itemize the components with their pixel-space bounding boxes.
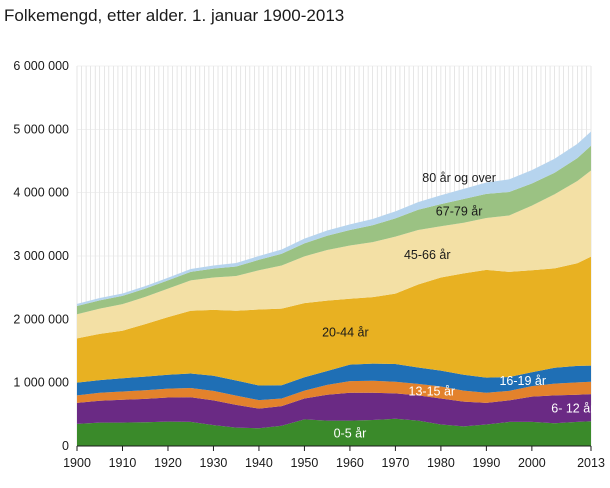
area-13-15-r	[77, 380, 591, 409]
area-6-12-r	[77, 392, 591, 429]
area-series	[77, 131, 591, 446]
series-label-67-79-r: 67-79 år	[436, 205, 483, 219]
x-tick-label: 1910	[109, 456, 137, 470]
series-labels: 0-5 år 6- 12 år 13-15 år 16-19 år 20-44 år 45…	[322, 171, 594, 440]
y-tick-label: 6 000 000	[13, 59, 69, 73]
series-label-45-66-r: 45-66 år	[404, 248, 451, 262]
axes: 0 1 000 000 2 000 000 3 000 000 4 000 000 5 0…	[13, 59, 605, 470]
series-label-16-19-r: 16-19 år	[499, 374, 546, 388]
series-label-80-r-og-over: 80 år og over	[422, 171, 496, 185]
x-tick-label: 1970	[382, 456, 410, 470]
x-tick-label: 1920	[154, 456, 182, 470]
x-tick-label: 1900	[63, 456, 91, 470]
x-tick-label: 1940	[245, 456, 273, 470]
x-tick-label: 2013	[577, 456, 605, 470]
y-tick-label: 4 000 000	[13, 186, 69, 200]
series-label-13-15-r: 13-15 år	[409, 384, 456, 398]
area-16-19-r	[77, 363, 591, 401]
x-tick-label: 1990	[472, 456, 500, 470]
series-label-0-5-r: 0-5 år	[334, 426, 367, 440]
area-67-79-r	[77, 145, 591, 315]
y-tick-label: 2 000 000	[13, 312, 69, 326]
area-0-5-r	[77, 418, 591, 446]
x-tick-label: 1950	[291, 456, 319, 470]
x-tick-label: 1980	[427, 456, 455, 470]
x-tick-label: 1930	[200, 456, 228, 470]
chart-title: Folkemengd, etter alder. 1. januar 1900-…	[4, 6, 345, 25]
series-label-6-12-r: 6- 12 år	[551, 402, 594, 416]
y-tick-label: 0	[62, 439, 69, 453]
x-tick-label: 2000	[518, 456, 546, 470]
series-label-20-44-r: 20-44 år	[322, 326, 369, 340]
area-20-44-r	[77, 256, 591, 386]
y-tick-label: 1 000 000	[13, 376, 69, 390]
y-tick-label: 5 000 000	[13, 122, 69, 136]
x-tick-label: 1960	[336, 456, 364, 470]
y-tick-label: 3 000 000	[13, 249, 69, 263]
area-45-66-r	[77, 170, 591, 339]
